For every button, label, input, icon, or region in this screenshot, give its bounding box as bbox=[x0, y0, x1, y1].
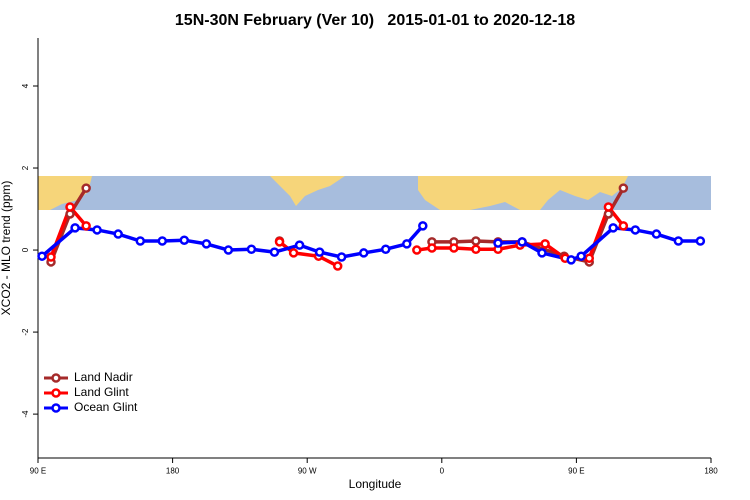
point bbox=[37, 251, 47, 261]
point bbox=[540, 239, 550, 249]
x-tick-label: 90 E bbox=[30, 467, 46, 476]
y-tick-label: -4 bbox=[21, 410, 30, 418]
y-tick-label: 0 bbox=[21, 247, 30, 252]
legend-marker bbox=[51, 388, 61, 398]
x-axis-label: Longitude bbox=[349, 477, 402, 491]
point bbox=[65, 202, 75, 212]
point bbox=[81, 221, 91, 231]
point bbox=[695, 236, 706, 246]
point bbox=[618, 183, 629, 193]
x-tick-label: 180 bbox=[166, 467, 180, 476]
point bbox=[517, 237, 527, 247]
x-tick-label: 180 bbox=[704, 467, 718, 476]
point bbox=[412, 245, 422, 255]
point bbox=[584, 253, 595, 264]
y-tick-label: -2 bbox=[21, 328, 30, 336]
point bbox=[449, 243, 459, 253]
legend-marker bbox=[51, 403, 61, 413]
point bbox=[288, 248, 299, 258]
point bbox=[113, 229, 123, 239]
point bbox=[471, 236, 481, 246]
point bbox=[618, 221, 629, 231]
point bbox=[274, 237, 285, 247]
legend-label: Land Glint bbox=[74, 385, 129, 399]
point bbox=[630, 225, 641, 235]
y-tick-label: 2 bbox=[21, 165, 30, 170]
point bbox=[135, 236, 146, 246]
point bbox=[157, 236, 168, 246]
point bbox=[418, 221, 428, 231]
point bbox=[294, 240, 305, 250]
legend-label: Land Nadir bbox=[74, 370, 133, 384]
point bbox=[566, 255, 576, 265]
point bbox=[269, 247, 280, 257]
legend-marker bbox=[51, 373, 61, 383]
point bbox=[223, 245, 234, 255]
y-tick-label: 4 bbox=[21, 83, 30, 88]
point bbox=[336, 252, 347, 262]
y-axis-label: XCO2 - MLO trend (ppm) bbox=[0, 181, 13, 316]
point bbox=[537, 248, 547, 258]
x-tick-label: 90 W bbox=[298, 467, 317, 476]
point bbox=[427, 243, 437, 253]
x-tick-label: 0 bbox=[440, 467, 445, 476]
point bbox=[380, 244, 391, 254]
point bbox=[402, 239, 412, 249]
point bbox=[608, 223, 618, 233]
point bbox=[81, 183, 91, 193]
point bbox=[70, 223, 80, 233]
chart-title: 15N-30N February (Ver 10) 2015-01-01 to … bbox=[175, 12, 575, 29]
point bbox=[603, 202, 614, 212]
point bbox=[332, 261, 343, 271]
legend-label: Ocean Glint bbox=[74, 400, 138, 414]
point bbox=[358, 248, 369, 258]
point bbox=[471, 244, 481, 254]
point bbox=[651, 229, 662, 239]
x-tick-label: 90 E bbox=[568, 467, 584, 476]
map-strip bbox=[38, 176, 711, 210]
point bbox=[493, 238, 503, 248]
point bbox=[673, 236, 684, 246]
point bbox=[201, 239, 212, 249]
point bbox=[92, 225, 102, 235]
point bbox=[314, 247, 325, 257]
point bbox=[46, 252, 56, 262]
point bbox=[576, 251, 586, 261]
point bbox=[246, 244, 257, 254]
point bbox=[179, 235, 190, 245]
